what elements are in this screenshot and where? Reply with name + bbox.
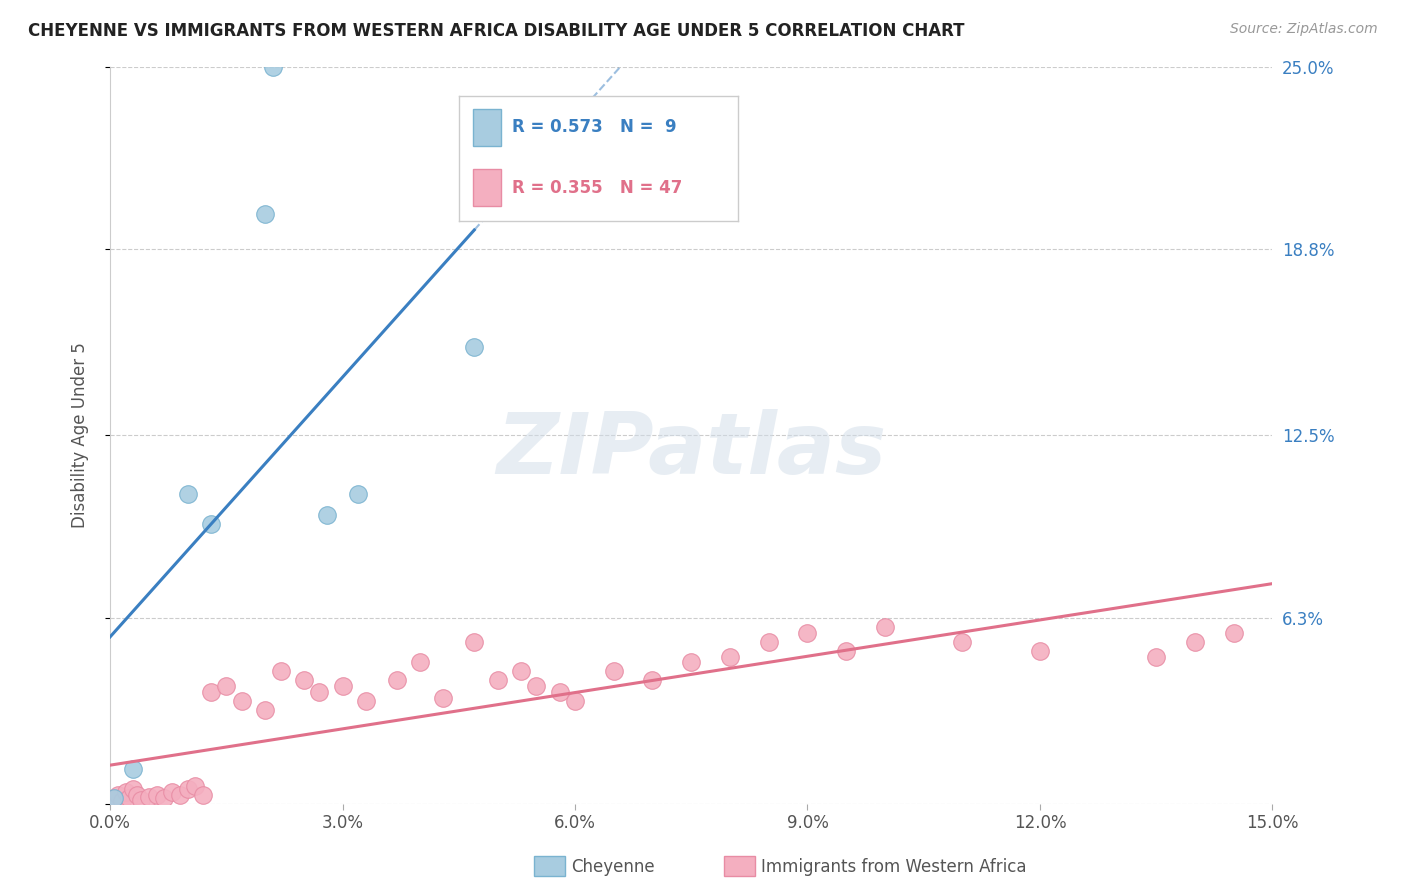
Point (486, 673, 509, 687)
Point (509, 665, 531, 679)
Point (873, 620, 896, 634)
Point (129, 792, 152, 806)
Point (145, 788, 167, 802)
Point (200, 516, 222, 531)
Point (176, 487, 198, 501)
Point (796, 626, 818, 640)
Point (169, 788, 191, 802)
Point (952, 634, 974, 648)
Point (835, 643, 858, 657)
Point (1222, 626, 1244, 640)
Point (215, 679, 238, 693)
Text: Cheyenne: Cheyenne (571, 858, 654, 876)
Point (138, 789, 160, 804)
Point (718, 649, 741, 664)
Point (463, 634, 485, 648)
Point (432, 690, 454, 705)
Y-axis label: Disability Age Under 5: Disability Age Under 5 (72, 343, 89, 528)
Point (316, 508, 339, 522)
Point (122, 782, 145, 797)
Point (385, 673, 408, 687)
Point (548, 685, 571, 699)
Point (231, 694, 253, 708)
Point (524, 679, 547, 693)
Point (254, 703, 277, 717)
Point (176, 782, 198, 797)
Point (107, 788, 129, 802)
Point (103, 791, 125, 805)
Text: Source: ZipAtlas.com: Source: ZipAtlas.com (1230, 22, 1378, 37)
Point (153, 791, 176, 805)
Text: ZIPatlas: ZIPatlas (496, 409, 886, 491)
Point (603, 665, 626, 679)
Point (758, 634, 780, 648)
Point (122, 762, 145, 776)
Point (1184, 634, 1206, 648)
Point (1029, 643, 1052, 657)
Point (254, 207, 277, 221)
Point (681, 656, 703, 670)
Point (103, 791, 125, 805)
Point (262, 60, 284, 74)
Text: CHEYENNE VS IMMIGRANTS FROM WESTERN AFRICA DISABILITY AGE UNDER 5 CORRELATION CH: CHEYENNE VS IMMIGRANTS FROM WESTERN AFRI… (28, 22, 965, 40)
Point (1144, 649, 1167, 664)
Point (308, 685, 330, 699)
Point (409, 656, 432, 670)
Point (200, 685, 222, 699)
Point (191, 788, 214, 802)
Point (127, 788, 149, 802)
Point (463, 340, 485, 354)
Point (564, 694, 586, 708)
Text: Immigrants from Western Africa: Immigrants from Western Africa (761, 858, 1026, 876)
Point (332, 679, 354, 693)
Point (111, 794, 134, 808)
Point (641, 673, 664, 687)
Point (184, 779, 207, 793)
Point (292, 673, 315, 687)
Point (270, 665, 292, 679)
Point (347, 487, 370, 501)
Point (160, 785, 183, 799)
Point (354, 694, 377, 708)
Point (118, 791, 141, 805)
Point (114, 785, 136, 799)
